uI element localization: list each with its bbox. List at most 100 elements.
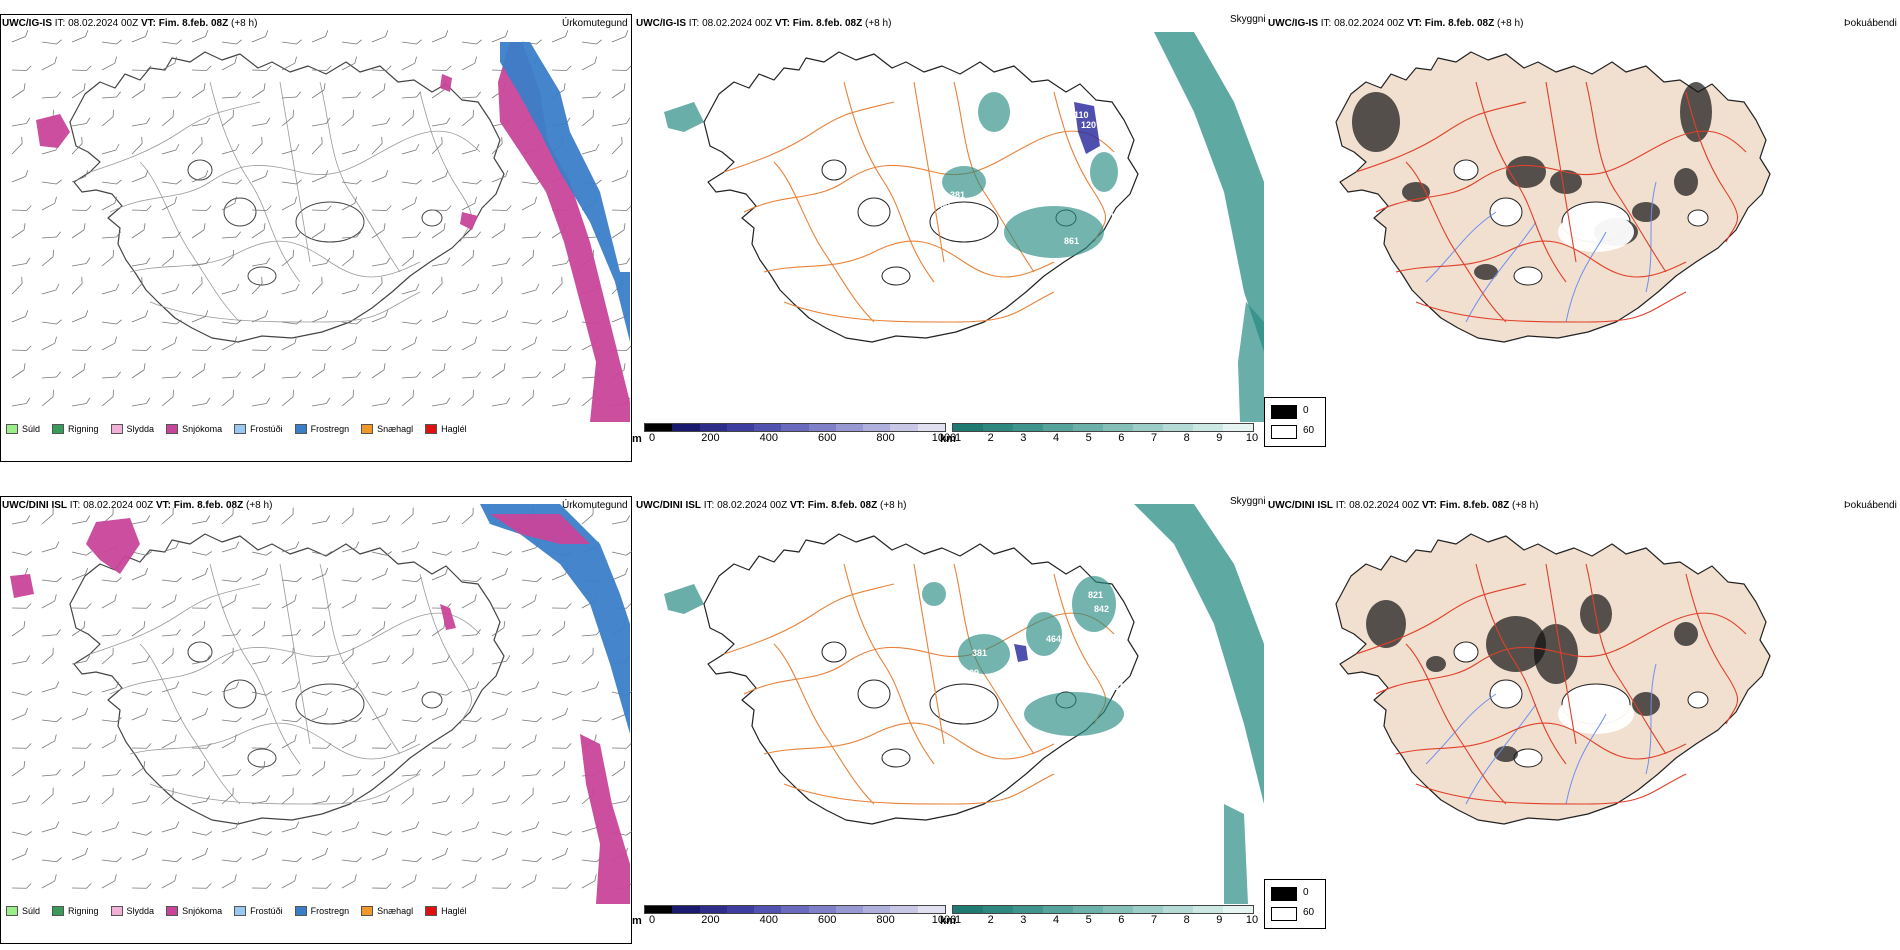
legend-swatch bbox=[361, 906, 374, 916]
wind-barb bbox=[611, 83, 626, 99]
wind-barb bbox=[341, 821, 360, 833]
wind-barb bbox=[251, 707, 269, 721]
wind-barb bbox=[251, 691, 272, 696]
colorbar-cell bbox=[1223, 424, 1253, 431]
fog-map bbox=[1335, 51, 1771, 343]
wind-barb bbox=[161, 336, 177, 351]
wind-barb bbox=[71, 620, 86, 637]
wind-barb bbox=[71, 345, 92, 351]
colorbar-cell bbox=[1133, 906, 1163, 913]
wind-barb bbox=[461, 507, 474, 525]
fog-area bbox=[1366, 600, 1406, 648]
road-line bbox=[1415, 773, 1687, 805]
wind-barb bbox=[431, 223, 446, 239]
wind-barb bbox=[161, 319, 182, 325]
wind-barb bbox=[371, 551, 392, 556]
road-line bbox=[1545, 81, 1577, 263]
wind-barb bbox=[341, 371, 362, 379]
wind-barb bbox=[341, 56, 357, 71]
fog-area bbox=[1352, 92, 1400, 152]
wind-barb bbox=[221, 507, 234, 525]
wind-barb bbox=[71, 831, 92, 836]
wind-barb bbox=[251, 743, 272, 749]
fog-area bbox=[1426, 656, 1446, 672]
wind-barb bbox=[401, 283, 420, 295]
wind-barb bbox=[281, 231, 302, 239]
wind-barb bbox=[341, 319, 362, 325]
wind-barb bbox=[551, 655, 571, 665]
cloud-panel-1: UWC/IG-IS IT: 08.02.2024 00Z VT: Fim. 8.… bbox=[632, 0, 1268, 465]
wind-barb bbox=[101, 56, 117, 71]
wind-barb bbox=[221, 874, 237, 889]
wind-barb bbox=[401, 231, 422, 239]
wind-barb bbox=[581, 143, 600, 155]
road-line bbox=[1405, 161, 1507, 323]
wind-barb bbox=[131, 345, 152, 351]
wind-barb bbox=[221, 577, 242, 583]
wind-barb bbox=[11, 30, 29, 43]
colorbar-tick: 400 bbox=[759, 432, 778, 444]
fog-legend: 0 60 bbox=[1264, 397, 1326, 447]
glacier-outline bbox=[1513, 266, 1543, 286]
precip-area bbox=[490, 514, 590, 544]
wind-barb bbox=[371, 515, 391, 525]
wind-barb bbox=[41, 56, 57, 71]
glacier-outline bbox=[223, 197, 257, 227]
wind-barb bbox=[191, 136, 203, 155]
cloudbase-label: 861 bbox=[1064, 236, 1079, 246]
wind-barb bbox=[131, 655, 151, 665]
legend-label: Súld bbox=[22, 424, 41, 434]
wind-barb bbox=[41, 769, 61, 777]
wind-barb bbox=[311, 620, 326, 637]
wind-barb bbox=[491, 551, 512, 556]
wind-barb bbox=[431, 65, 452, 71]
wind-barb bbox=[101, 91, 122, 99]
visibility-area bbox=[1026, 612, 1062, 656]
wind-barb bbox=[161, 734, 177, 749]
wind-barb bbox=[131, 30, 149, 43]
road-line bbox=[773, 643, 875, 805]
wind-barb bbox=[161, 231, 182, 239]
legend-label: Frostúði bbox=[250, 424, 283, 434]
wind-barb bbox=[281, 39, 302, 45]
wind-barb bbox=[551, 795, 571, 805]
wind-barb bbox=[131, 363, 146, 379]
wind-barb bbox=[461, 769, 481, 777]
wind-barb bbox=[401, 647, 414, 665]
wind-barb bbox=[281, 196, 297, 211]
wind-barb bbox=[401, 594, 417, 609]
wind-barb bbox=[131, 276, 143, 295]
colorbar-tick: 1000 bbox=[931, 432, 957, 444]
wind-barb bbox=[491, 620, 506, 637]
legend-label: Rigning bbox=[68, 906, 99, 916]
wind-barb bbox=[11, 515, 31, 525]
river-line bbox=[1425, 211, 1497, 283]
legend-item: Snæhagl bbox=[361, 906, 413, 916]
wind-barb bbox=[491, 223, 506, 239]
road-line bbox=[723, 583, 895, 655]
wind-barb bbox=[41, 389, 54, 407]
wind-barb bbox=[491, 136, 503, 155]
wind-barb bbox=[521, 874, 537, 889]
wind-barb bbox=[11, 603, 32, 609]
legend-item: Súld bbox=[6, 906, 40, 916]
wind-barb bbox=[401, 681, 420, 693]
wind-barb bbox=[491, 743, 512, 749]
wind-barb bbox=[581, 56, 597, 71]
road-line bbox=[1685, 573, 1739, 725]
precip-area bbox=[498, 42, 630, 422]
wind-barb bbox=[431, 760, 446, 777]
wind-barb bbox=[581, 857, 602, 863]
cloudbase-label: 315 bbox=[1110, 682, 1125, 692]
wind-barb bbox=[281, 734, 297, 749]
run-header: UWC/DINI ISL IT: 08.02.2024 00Z VT: Fim.… bbox=[1268, 500, 1539, 511]
wind-barb bbox=[401, 179, 422, 185]
wind-barb bbox=[221, 231, 242, 239]
colorbar-cell bbox=[699, 906, 727, 913]
fog-panel-1: UWC/IG-IS IT: 08.02.2024 00Z VT: Fim. 8.… bbox=[1264, 0, 1900, 465]
wind-barb bbox=[401, 249, 414, 267]
panel-title: Úrkomutegund bbox=[562, 500, 628, 511]
wind-barb bbox=[341, 681, 360, 693]
colorbar-cell bbox=[1223, 906, 1253, 913]
road-line bbox=[1405, 643, 1507, 805]
